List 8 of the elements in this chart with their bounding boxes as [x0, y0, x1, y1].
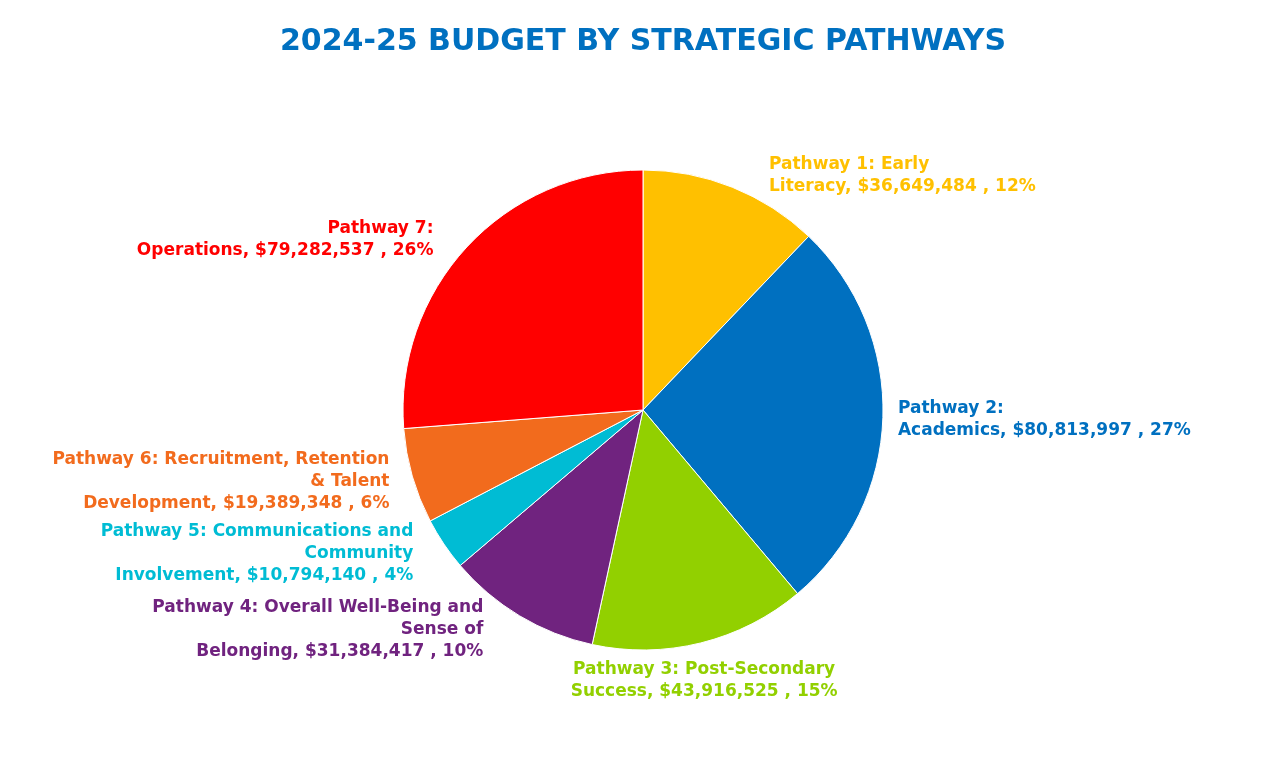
slice-label: Pathway 4: Overall Well-Being and Sense of Belonging, $31,384,417 , 10% — [152, 596, 484, 661]
chart-title: 2024-25 BUDGET BY STRATEGIC PATHWAYS — [279, 22, 1007, 57]
slice-label: Pathway 2: Academics, $80,813,997 , 27% — [897, 397, 1191, 440]
slice-label: Pathway 6: Recruitment, Retention & Talent Development, $19,389,348 , 6% — [52, 448, 390, 513]
slice-label: Pathway 5: Communications and Community Involvement, $10,794,140 , 4% — [100, 520, 414, 585]
slice-label: Pathway 1: Early Literacy, $36,649,484 , 12% — [769, 153, 1036, 196]
slice-label: Pathway 3: Post-Secondary Success, $43,916,525 , 15% — [570, 657, 838, 700]
slice-label: Pathway 7: Operations, $79,282,537 , 26% — [136, 216, 434, 259]
